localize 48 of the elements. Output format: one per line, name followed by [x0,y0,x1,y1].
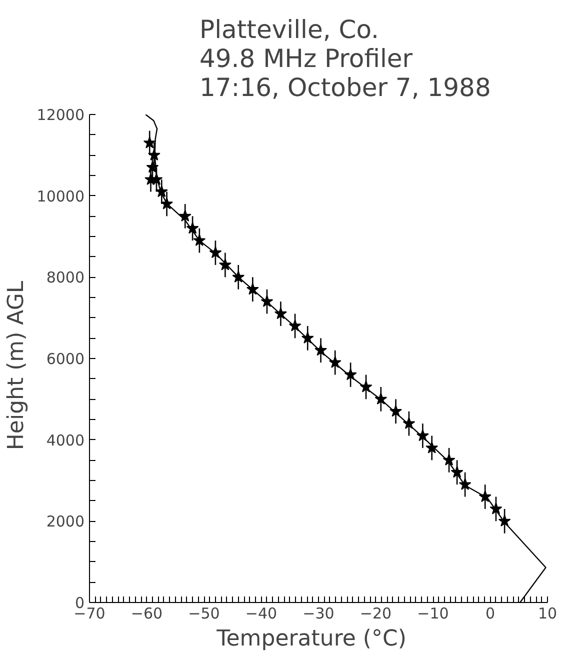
point [390,404,402,417]
y-tick-label: 2000 [46,512,85,531]
point [246,282,259,295]
point [160,197,173,210]
point [193,234,206,246]
x-tick-label: −40 [245,604,278,622]
x-tick-label: −20 [360,604,392,622]
point [314,344,327,356]
point [374,392,388,405]
x-tick-label: −30 [302,604,334,622]
point [232,270,245,283]
y-tick-label: 8000 [46,268,85,287]
point [155,185,168,198]
point [274,307,287,320]
point [288,319,302,332]
x-tick-label: −50 [188,604,220,622]
point [209,246,222,258]
y-tick-label: 12000 [36,106,84,124]
point [426,441,438,454]
point [146,160,159,173]
point [458,478,472,490]
x-tick-label: 0 [485,604,496,622]
point [402,417,416,429]
point [178,210,192,222]
point [344,368,357,380]
x-tick-label: 10 [538,604,558,622]
point [301,332,314,344]
point [360,380,372,392]
point [328,356,342,368]
x-axis-title: Temperature (°C) [216,626,406,652]
point [218,258,232,270]
point [490,502,502,514]
point [260,295,274,307]
point [498,514,511,527]
y-tick-label: 6000 [46,350,85,368]
x-tick-label: −60 [130,604,163,622]
y-tick-label: 10000 [36,187,84,206]
point [148,148,160,161]
point [186,222,199,234]
y-tick-label: 4000 [46,431,85,450]
y-axis-title: Height (m) AGL [4,280,29,450]
x-tick-label: −10 [417,604,449,622]
chart-title: Platteville, Co. 49.8 MHz Profiler 17:16, October 7, 1988 [200,15,491,102]
point [416,429,429,442]
point [442,454,456,466]
point [450,466,464,478]
point [478,490,492,502]
point [143,136,156,148]
